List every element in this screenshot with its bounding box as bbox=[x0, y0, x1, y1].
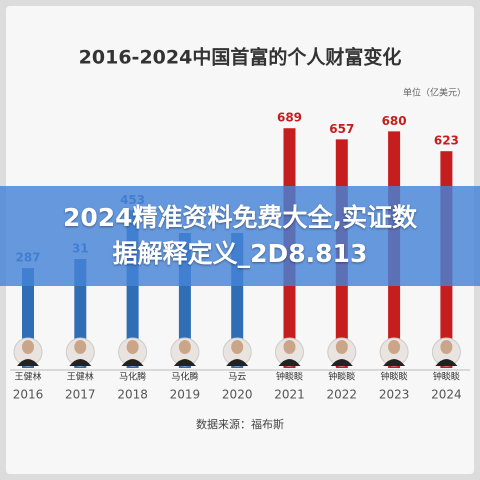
portrait-body bbox=[173, 359, 196, 366]
person-name: 马化腾 bbox=[119, 371, 146, 383]
x-tick-label: 2022 bbox=[327, 388, 358, 402]
x-tick-label: 2017 bbox=[65, 388, 96, 402]
portrait-body bbox=[278, 359, 301, 366]
value-label: 680 bbox=[382, 114, 407, 128]
source: 数据来源：福布斯 bbox=[196, 417, 284, 431]
x-tick-label: 2023 bbox=[379, 388, 410, 402]
x-tick-label: 2019 bbox=[170, 388, 201, 402]
portrait-head bbox=[22, 340, 34, 354]
person-name: 钟睒睒 bbox=[433, 371, 460, 383]
portrait-body bbox=[226, 359, 249, 366]
person-name: 王健林 bbox=[14, 371, 41, 383]
x-tick-label: 2020 bbox=[222, 388, 253, 402]
portrait-body bbox=[383, 359, 406, 366]
x-tick-label: 2018 bbox=[117, 388, 148, 402]
value-label: 657 bbox=[329, 122, 354, 136]
portrait-body bbox=[121, 359, 144, 366]
x-tick-label: 2021 bbox=[274, 388, 305, 402]
portrait-head bbox=[335, 340, 348, 354]
banner: 2024精准资料免费大全,实证数据解释定义_2D8.813 bbox=[0, 186, 480, 286]
portrait-head bbox=[388, 340, 401, 354]
person-name: 王健林 bbox=[67, 371, 94, 383]
portrait-body bbox=[435, 359, 458, 366]
person-name: 钟睒睒 bbox=[381, 371, 408, 383]
x-tick-label: 2016 bbox=[13, 388, 44, 402]
person-name: 马化腾 bbox=[171, 371, 198, 383]
portrait-head bbox=[178, 340, 191, 354]
value-label: 689 bbox=[277, 111, 302, 125]
portrait-head bbox=[283, 340, 296, 354]
portrait-head bbox=[126, 340, 139, 354]
person-name: 钟睒睒 bbox=[276, 371, 303, 383]
value-label: 623 bbox=[434, 134, 459, 148]
x-tick-label: 2024 bbox=[431, 388, 462, 402]
person-name: 钟睒睒 bbox=[328, 371, 355, 383]
portrait-body bbox=[69, 359, 92, 366]
chart-title: 2016-2024中国首富的个人财富变化 bbox=[79, 46, 402, 69]
portrait-body bbox=[17, 359, 39, 366]
portrait-body bbox=[330, 359, 353, 366]
portrait-head bbox=[231, 340, 244, 354]
portrait-head bbox=[74, 340, 87, 354]
banner-text: 2024精准资料免费大全,实证数据解释定义_2D8.813 bbox=[62, 203, 418, 268]
unit-label: 单位（亿美元） bbox=[403, 87, 466, 99]
portrait-head bbox=[440, 340, 453, 354]
person-name: 马云 bbox=[228, 372, 246, 383]
